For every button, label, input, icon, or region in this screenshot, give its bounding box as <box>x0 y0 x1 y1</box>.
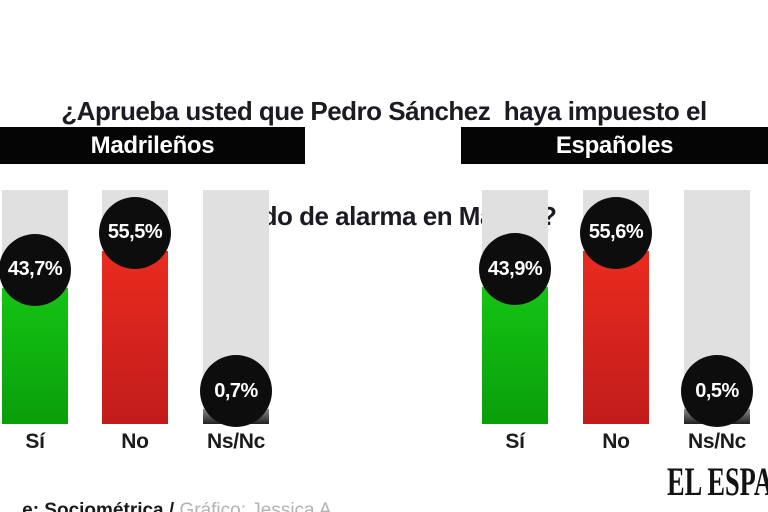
bar-area: 55,6% <box>580 190 652 424</box>
value-badge: 43,7% <box>0 233 71 306</box>
category-label: Sí <box>25 430 45 453</box>
category-label: Ns/Nc <box>206 430 266 453</box>
bar-area: 43,7% <box>0 190 71 424</box>
group-header-madrilenos-label: Madrileños <box>90 132 215 159</box>
value-badge: 0,5% <box>681 355 753 427</box>
source-name: e: Sociométrica <box>22 500 164 512</box>
graphic-credit: Gráfico: Jessica A <box>179 500 332 512</box>
bar-madrilenos-si: 43,7% Sí <box>0 190 71 453</box>
bar-fill-si <box>482 287 548 424</box>
bar-madrilenos-no: 55,5% No <box>99 190 171 453</box>
bar-fill-no <box>102 250 168 424</box>
category-label: Sí <box>505 430 525 453</box>
value-badge-label: 43,9% <box>487 257 543 280</box>
value-badge-label: 0,5% <box>695 379 739 402</box>
bar-espanoles-no: 55,6% No <box>580 190 652 453</box>
bar-espanoles-si: 43,9% Sí <box>479 190 551 453</box>
bar-area: 0,7% <box>200 190 272 427</box>
value-badge: 55,6% <box>580 196 652 269</box>
el-espanol-logo: EL ESPA <box>667 459 768 504</box>
source-separator: / <box>163 500 180 512</box>
value-badge: 55,5% <box>99 196 171 269</box>
category-label: Ns/Nc <box>687 430 747 453</box>
group-header-espanoles-label: Españoles <box>555 132 674 159</box>
value-badge-label: 55,6% <box>588 221 644 244</box>
bar-area: 43,9% <box>479 190 551 424</box>
bar-madrilenos-nsnc: 0,7% Ns/Nc <box>200 190 272 453</box>
value-badge-label: 55,5% <box>107 221 163 244</box>
bar-area: 0,5% <box>681 190 753 427</box>
group-header-madrilenos: Madrileños <box>0 127 305 164</box>
value-badge: 43,9% <box>479 233 551 306</box>
value-badge-label: 0,7% <box>214 379 258 402</box>
value-badge: 0,7% <box>200 355 272 427</box>
group-header-espanoles: Españoles <box>461 127 768 164</box>
category-label: No <box>602 430 630 453</box>
bar-fill-no <box>583 250 649 424</box>
source-line: e: Sociométrica / Gráfico: Jessica A <box>1 478 332 512</box>
category-label: No <box>121 430 149 453</box>
value-badge-label: 43,7% <box>7 258 63 281</box>
bar-area: 55,5% <box>99 190 171 424</box>
bar-fill-si <box>2 287 68 424</box>
bar-espanoles-nsnc: 0,5% Ns/Nc <box>681 190 753 453</box>
page-title-line1: ¿Aprueba usted que Pedro Sánchez haya im… <box>61 96 707 126</box>
